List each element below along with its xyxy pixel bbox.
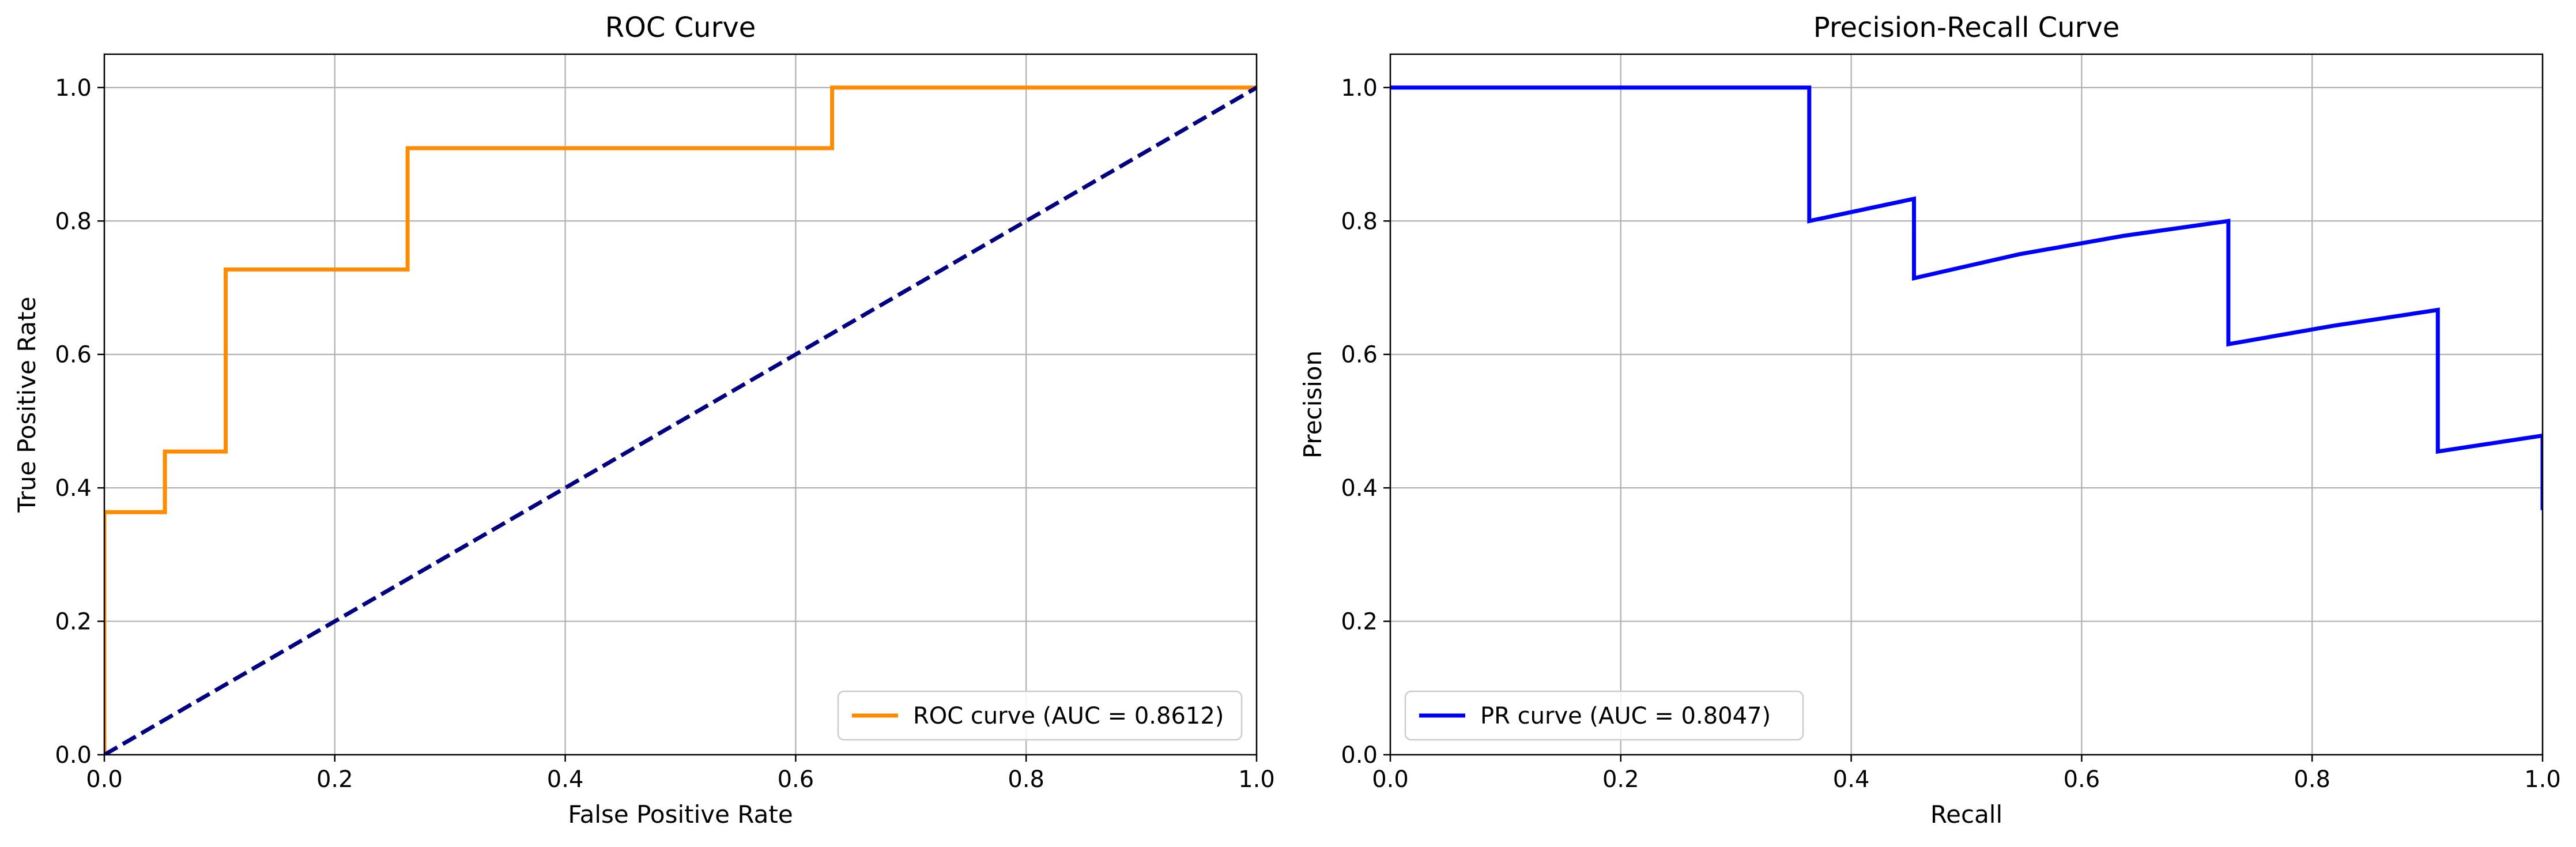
- x-tick-label: 0.2: [1602, 766, 1639, 793]
- legend-label: ROC curve (AUC = 0.8612): [913, 703, 1224, 729]
- chart-1-x-axis-label: False Positive Rate: [568, 800, 793, 829]
- chart-2: 0.0 0.2 0.4 0.6 0.8 1.0 0.0 0.2 0.4 0.6 0.8 1.0 Prec…: [1299, 12, 2561, 829]
- y-tick-label: 0.0: [1341, 742, 1378, 769]
- x-tick-label: 0.8: [2294, 766, 2330, 793]
- series-line-1: [104, 85, 1257, 755]
- y-tick-label: 0.4: [55, 475, 92, 502]
- legend-label: PR curve (AUC = 0.8047): [1480, 703, 1771, 729]
- chart-1-legend: ROC curve (AUC = 0.8612): [837, 690, 1243, 741]
- y-tick-label: 0.0: [55, 742, 92, 769]
- legend-box: [1404, 690, 1804, 741]
- series-line-2: [104, 85, 1257, 755]
- y-tick-label: 0.6: [1341, 342, 1378, 368]
- x-tick-label: 0.0: [86, 766, 123, 793]
- chart-2-series: [1390, 85, 2543, 510]
- chart-2-x-axis-label: Recall: [1930, 800, 2002, 829]
- x-tick-label: 0.6: [2064, 766, 2100, 793]
- x-tick-label: 0.4: [547, 766, 584, 793]
- x-tick-label: 0.6: [778, 766, 814, 793]
- panels: 0.0 0.2 0.4 0.6 0.8 1.0 0.0 0.2 0.4 0.6 0.8 1.0 ROC …: [13, 12, 2561, 829]
- y-tick-label: 1.0: [1341, 75, 1378, 101]
- x-tick-label: 1.0: [1238, 766, 1275, 793]
- y-tick-label: 0.8: [1341, 208, 1378, 235]
- chart-2-legend: PR curve (AUC = 0.8047): [1404, 690, 1804, 741]
- series-line-1: [1390, 85, 2543, 510]
- chart-2-frame: [1389, 53, 2544, 756]
- x-tick-label: 0.2: [316, 766, 353, 793]
- chart-1-frame: [103, 53, 1258, 756]
- legend-box: [837, 690, 1243, 741]
- chart-1: 0.0 0.2 0.4 0.6 0.8 1.0 0.0 0.2 0.4 0.6 0.8 1.0 ROC …: [13, 12, 1275, 829]
- y-tick-label: 1.0: [55, 75, 92, 101]
- chart-1-y-axis-label: True Positive Rate: [13, 296, 41, 513]
- x-tick-label: 0.0: [1372, 766, 1409, 793]
- y-tick-label: 0.2: [1341, 609, 1378, 635]
- chart-1-title: ROC Curve: [605, 12, 756, 44]
- chart-1-series: [104, 85, 1257, 755]
- x-tick-label: 0.4: [1833, 766, 1870, 793]
- y-tick-label: 0.2: [55, 609, 92, 635]
- y-tick-label: 0.6: [55, 342, 92, 368]
- chart-2-y-axis-label: Precision: [1299, 351, 1327, 458]
- chart-2-title: Precision-Recall Curve: [1813, 12, 2120, 44]
- y-tick-label: 0.8: [55, 208, 92, 235]
- y-tick-label: 0.4: [1341, 475, 1378, 502]
- x-tick-label: 0.8: [1008, 766, 1044, 793]
- x-tick-label: 1.0: [2524, 766, 2561, 793]
